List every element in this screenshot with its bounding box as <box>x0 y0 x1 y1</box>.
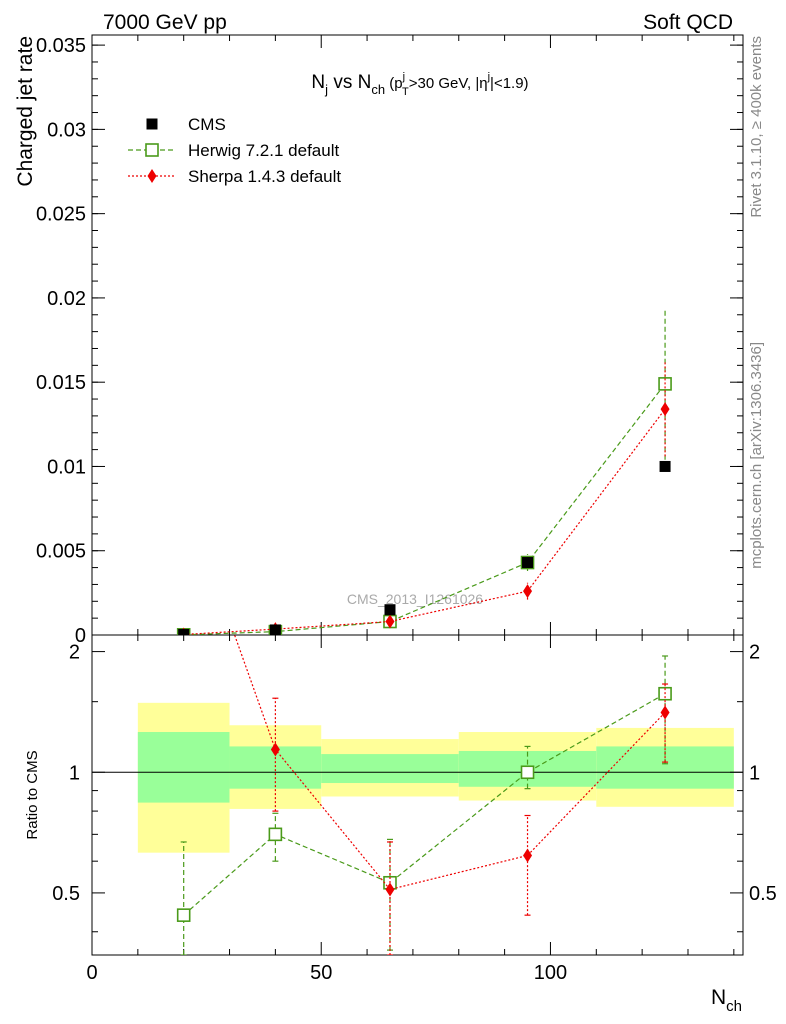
main-y-tick-label: 0.035 <box>36 35 86 57</box>
ratio-point-sherpa-1-4-3-default <box>523 848 533 863</box>
band-green-0 <box>137 732 230 803</box>
axes-group: 0 0.005 0.01 0.015 0.02 0.025 0.03 0.035 0 50 100 0… <box>36 35 777 984</box>
ratio-point-sherpa-1-4-3-default <box>270 742 280 757</box>
legend-label-cms: CMS <box>188 115 226 134</box>
analysis-watermark: CMS_2013_I1261026 <box>347 591 483 607</box>
header-left-label: 7000 GeV pp <box>103 11 227 34</box>
main-y-tick-label: 0.015 <box>36 372 86 394</box>
main-point-cms <box>384 604 396 616</box>
ratio-y-tick-label-right: 2 <box>749 642 760 664</box>
ratio-point-sherpa-1-4-3-default <box>179 485 188 499</box>
main-point-sherpa-1-4-3-default <box>523 584 533 599</box>
main-plot-data <box>176 308 672 635</box>
ratio-y-tick-label: 0.5 <box>52 883 80 905</box>
legend: CMS Herwig 7.2.1 default Sherpa 1.4.3 defa… <box>128 115 341 186</box>
x-tick-label: 50 <box>310 962 332 984</box>
main-point-sherpa-1-4-3-default <box>385 614 395 629</box>
main-y-axis-label: Charged jet rate <box>14 36 37 187</box>
ratio-point-herwig-7-2-1-default <box>176 908 191 922</box>
main-y-tick-label: 0.01 <box>47 456 86 478</box>
main-y-tick-label: 0.005 <box>36 541 86 563</box>
x-axis-label: Nch <box>711 986 742 1015</box>
header-right-label: Soft QCD <box>643 11 733 34</box>
main-point-cms <box>269 624 281 635</box>
main-point-sherpa-1-4-3-default <box>660 402 670 417</box>
main-line-sherpa-1-4-3-default <box>183 408 666 635</box>
ratio-uncertainty-bands <box>137 702 734 853</box>
main-y-tick-label: 0.02 <box>47 288 86 310</box>
main-y-tick-label: 0.03 <box>47 119 86 141</box>
ratio-plot-frame <box>91 634 744 956</box>
band-green-2 <box>321 754 459 784</box>
legend-label-herwig-7-2-1-default: Herwig 7.2.1 default <box>188 141 339 160</box>
legend-marker-sherpa-1-4-3-default <box>147 169 157 183</box>
ratio-line-sherpa-1-4-3-default <box>233 635 666 891</box>
plot-title: Nj vs Nch (pj T>30 GeV, |ηj|<1.9) <box>311 71 528 98</box>
ratio-y-axis-label: Ratio to CMS <box>24 750 41 839</box>
mcplots-side-label: mcplots.cern.ch [arXiv:1306.3436] <box>748 342 765 569</box>
rivet-side-label: Rivet 3.1.10, ≥ 400k events <box>748 36 765 218</box>
main-y-tick-label: 0.025 <box>36 204 86 226</box>
ratio-y-tick-label-right: 0.5 <box>749 883 777 905</box>
ratio-point-herwig-7-2-1-default <box>268 827 283 842</box>
ratio-point-herwig-7-2-1-default <box>520 765 535 780</box>
x-tick-label: 100 <box>534 962 567 984</box>
main-y-tick-label: 0 <box>75 625 86 647</box>
legend-label-sherpa-1-4-3-default: Sherpa 1.4.3 default <box>188 167 341 186</box>
main-point-cms <box>522 557 534 569</box>
legend-marker-cms <box>146 118 158 130</box>
main-point-cms <box>659 460 671 472</box>
ratio-point-sherpa-1-4-3-default <box>660 705 670 720</box>
ratio-y-tick-label: 2 <box>69 642 80 664</box>
ratio-point-sherpa-1-4-3-default <box>385 882 395 897</box>
legend-marker-herwig-7-2-1-default <box>145 143 159 157</box>
ratio-line-herwig-7-2-1-default <box>183 693 666 916</box>
x-tick-label: 0 <box>86 962 97 984</box>
ratio-plot-data <box>176 485 672 955</box>
ratio-y-tick-label: 1 <box>69 762 80 784</box>
ratio-y-tick-label-right: 1 <box>749 762 760 784</box>
main-point-cms <box>178 628 190 635</box>
